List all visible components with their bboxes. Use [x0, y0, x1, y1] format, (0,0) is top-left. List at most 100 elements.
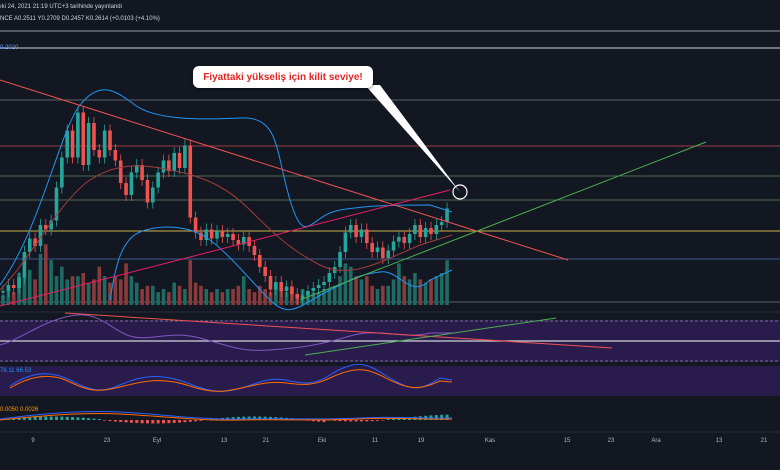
macd-histogram-bar [124, 420, 128, 423]
stoch-d-line [9, 369, 453, 392]
resistance-trendline [0, 79, 569, 261]
candle [70, 130, 75, 158]
macd-histogram-bar [365, 420, 369, 422]
macd-histogram-bar [392, 418, 396, 420]
x-axis-tick-label: 19 [417, 438, 425, 444]
candle [231, 234, 235, 240]
macd-histogram-bar [33, 416, 37, 420]
candle [118, 160, 123, 183]
volume-bar [381, 285, 385, 305]
volume-bar [118, 279, 123, 305]
volume-bar [183, 289, 187, 305]
x-axis-tick-label: Eyl [152, 438, 162, 444]
candle [86, 123, 91, 165]
candle [279, 282, 283, 291]
candle [102, 130, 107, 158]
candle [38, 225, 43, 246]
candle [134, 165, 139, 173]
volume-bar [359, 279, 364, 305]
candle [60, 157, 64, 188]
candle [439, 222, 444, 225]
macd-histogram-bar [156, 420, 160, 424]
candle [375, 247, 380, 252]
macd-histogram-bar [65, 416, 69, 420]
candle [215, 231, 219, 239]
candle [311, 288, 316, 291]
macd-histogram-bar [359, 420, 363, 422]
macd-histogram-bar [172, 420, 176, 423]
macd-histogram-bar [81, 417, 85, 420]
macd-histogram-bar [386, 419, 390, 420]
macd-histogram-bar [434, 415, 438, 420]
annotation-callout[interactable]: Fiyattaki yükseliş için kilit seviye! [193, 66, 373, 88]
macd-histogram-bar [333, 420, 337, 421]
candle [81, 112, 86, 165]
candle [274, 282, 278, 290]
candle [188, 145, 193, 218]
volume-bar [33, 279, 37, 305]
candle [429, 228, 433, 234]
volume-bar [370, 285, 374, 305]
volume-bar [124, 263, 128, 305]
macd-histogram-bar [194, 420, 198, 422]
volume-bar [231, 289, 235, 305]
candle [343, 232, 348, 252]
volume-bar [365, 276, 369, 305]
moving-average [0, 165, 453, 291]
volume-bar [97, 266, 102, 305]
candle [348, 225, 353, 233]
candle [97, 150, 102, 158]
published-text: ıki 24, 2021 21:19 UTC+3 tarihinde yayın… [0, 4, 123, 10]
x-axis-tick-label: 23 [103, 438, 111, 444]
volume-bar [193, 282, 198, 305]
x-axis-tick-label: 13 [220, 438, 228, 444]
candle [44, 225, 48, 230]
stoch-band [0, 366, 780, 396]
candle [391, 241, 396, 251]
macd-histogram-bar [87, 418, 91, 420]
macd-histogram-bar [38, 416, 42, 420]
volume-bar [76, 276, 80, 305]
candle [113, 150, 118, 161]
candle [193, 217, 198, 233]
volume-bar [86, 282, 91, 305]
candle [209, 229, 214, 239]
volume-bar [311, 292, 316, 305]
volume-bar [263, 289, 267, 305]
candle [11, 285, 16, 288]
volume-bar [204, 289, 209, 305]
volume-bar [92, 279, 96, 305]
candle [108, 130, 112, 150]
volume-bar [102, 276, 107, 305]
x-axis-tick-label: 15 [563, 438, 571, 444]
macd-histogram-bar [236, 416, 240, 420]
x-axis-tick-label: Ara [651, 438, 661, 444]
x-axis-tick-label: 9 [31, 438, 35, 444]
candle [145, 180, 150, 203]
macd-histogram-bar [445, 414, 449, 420]
volume-bar [386, 285, 390, 305]
volume-bar [22, 276, 27, 305]
macd-histogram-bar [55, 416, 58, 420]
macd-histogram-bar [76, 417, 80, 420]
candle [156, 172, 160, 188]
candle [65, 130, 69, 158]
macd-histogram-bar [28, 417, 32, 420]
x-axis-tick-label: Kas [484, 438, 496, 444]
macd-histogram-bar [311, 420, 315, 422]
candle [327, 273, 332, 282]
macd-histogram-bar [252, 416, 256, 420]
candle [1, 291, 5, 293]
candle [434, 225, 439, 234]
candle [322, 282, 326, 285]
volume-bar [343, 263, 348, 305]
volume-bar [220, 292, 225, 305]
x-axis-tick-label: 11 [371, 438, 379, 444]
x-axis-tick-label: 23 [607, 438, 615, 444]
volume-bar [407, 279, 412, 305]
candle [423, 228, 428, 237]
volume-bar [65, 279, 69, 305]
macd-histogram-bar [178, 420, 182, 423]
